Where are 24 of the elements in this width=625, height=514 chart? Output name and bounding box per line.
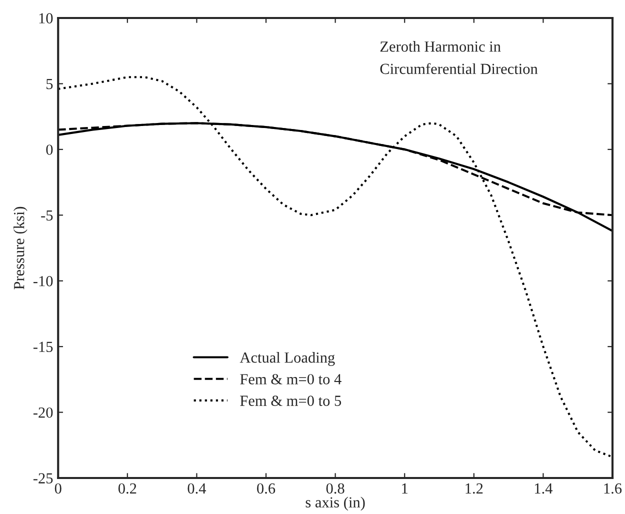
line-series	[58, 76, 612, 458]
y-tick-label: -15	[33, 342, 53, 352]
x-tick-label: 1.6	[604, 483, 622, 494]
x-axis-title: s axis (in)	[306, 496, 365, 511]
y-tick-label: 10	[39, 13, 53, 24]
legend-label: Actual Loading	[240, 352, 335, 366]
y-tick-label: 0	[46, 144, 53, 155]
y-tick-label: -5	[41, 210, 53, 221]
legend-label: Fem & m=0 to 5	[240, 396, 342, 406]
x-tick-label: 0	[54, 483, 62, 494]
x-tick-label: 0.6	[257, 483, 276, 494]
legend-label: Fem & m=0 to 4	[240, 374, 342, 384]
y-tick-label: -20	[33, 407, 53, 418]
x-tick-label: 1.2	[466, 483, 483, 494]
x-tick-label: 0.8	[326, 483, 344, 494]
y-tick-label: -10	[33, 276, 53, 286]
x-tick-label: 0.4	[188, 483, 206, 494]
x-tick-label: 1	[402, 483, 408, 494]
x-tick-label: 1.4	[535, 483, 553, 494]
y-axis-title: Pressure (ksi)	[13, 206, 28, 290]
y-tick-label: 5	[46, 79, 53, 90]
x-tick-label: 0.2	[118, 483, 136, 494]
y-tick-label: -25	[33, 473, 53, 484]
annotation: Zeroth Harmonic in Circumferential Direction	[380, 40, 538, 74]
